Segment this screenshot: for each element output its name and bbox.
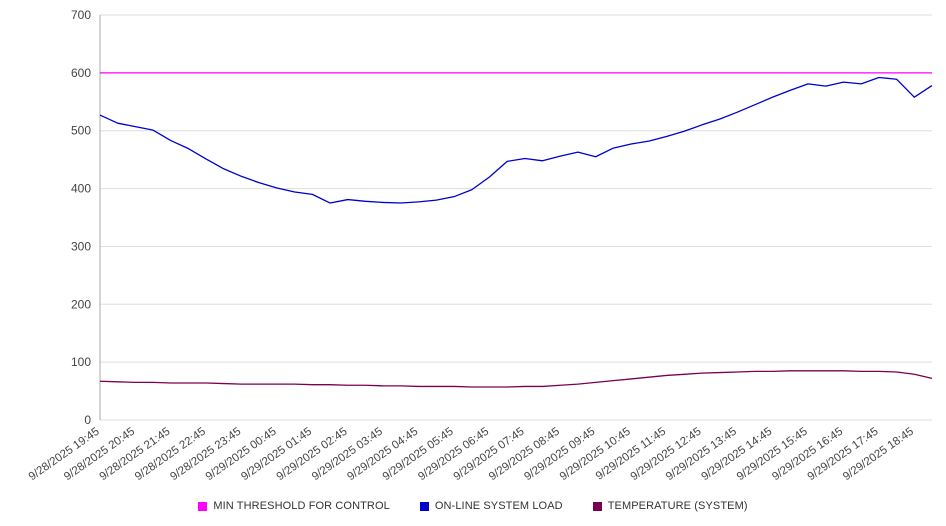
y-tick-label: 100	[71, 355, 91, 369]
legend-swatch-icon	[419, 501, 429, 511]
load-temperature-chart: 0 100 200 300 400 500 600 700 9/28/2025 19:459/2…	[27, 8, 933, 484]
x-axis-labels: 9/28/2025 19:459/28/2025 20:459/28/2025 …	[27, 426, 916, 484]
y-tick-label: 600	[71, 66, 91, 80]
y-tick-label: 700	[71, 8, 91, 22]
legend-item-1[interactable]: ON-LINE SYSTEM LOAD	[419, 500, 563, 512]
legend-item-2[interactable]: TEMPERATURE (SYSTEM)	[592, 500, 748, 512]
legend-swatch-icon	[592, 501, 602, 511]
series-line-1	[99, 76, 933, 204]
y-tick-label: 500	[71, 124, 91, 138]
chart-legend: MIN THRESHOLD FOR CONTROL ON-LINE SYSTEM …	[0, 494, 946, 518]
gridlines	[100, 14, 932, 421]
y-tick-label: 400	[71, 182, 91, 196]
y-tick-label: 0	[84, 413, 91, 427]
legend-label: TEMPERATURE (SYSTEM)	[607, 500, 748, 512]
legend-label: MIN THRESHOLD FOR CONTROL	[213, 500, 390, 512]
y-tick-label: 300	[71, 239, 91, 253]
legend-swatch-icon	[198, 501, 208, 511]
y-tick-label: 200	[71, 297, 91, 311]
y-axis-labels: 0 100 200 300 400 500 600 700	[71, 8, 91, 427]
legend-item-0[interactable]: MIN THRESHOLD FOR CONTROL	[198, 500, 390, 512]
series-line-2	[99, 370, 933, 388]
legend-label: ON-LINE SYSTEM LOAD	[434, 500, 563, 512]
